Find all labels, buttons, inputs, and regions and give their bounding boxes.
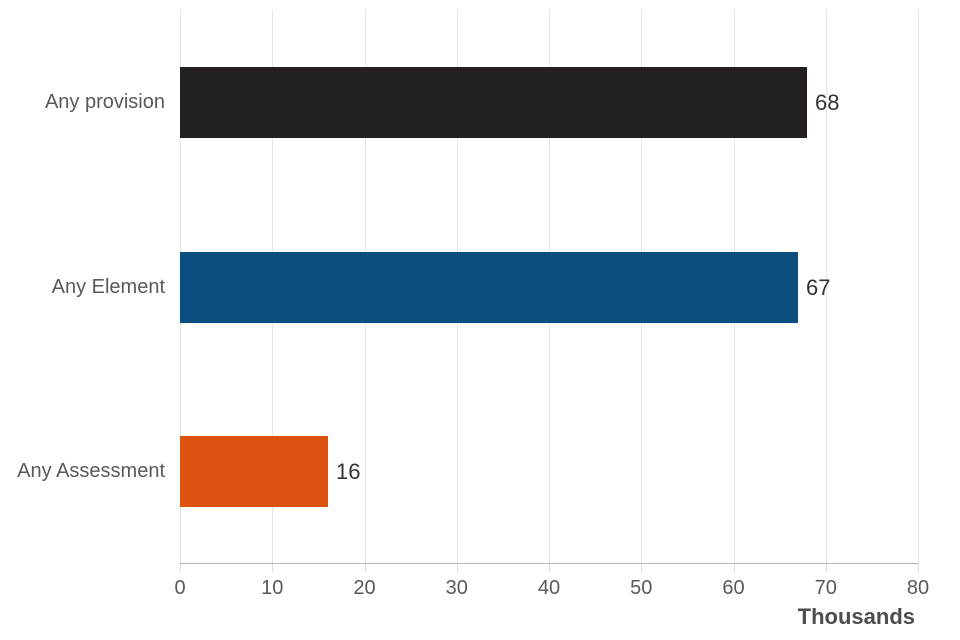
x-tick-label-60: 60 — [722, 577, 745, 599]
x-tick-label-40: 40 — [537, 577, 561, 599]
tick-mark-40 — [549, 564, 550, 572]
x-axis-title: Thousands — [797, 604, 915, 629]
value-label-any-element: 67 — [806, 275, 831, 300]
x-tick-label-70: 70 — [814, 577, 837, 599]
tick-mark-30 — [456, 564, 458, 572]
gridline-70 — [825, 10, 827, 564]
tick-mark-70 — [825, 564, 827, 572]
value-label-any-provision: 68 — [815, 90, 840, 115]
category-label-any-element: Any Element — [51, 276, 165, 298]
category-label-any-provision: Any provision — [44, 91, 165, 113]
x-tick-label-10: 10 — [261, 577, 284, 599]
x-tick-label-80: 80 — [906, 577, 930, 599]
x-tick-label-20: 20 — [353, 577, 376, 599]
value-label-any-assessment: 16 — [336, 459, 361, 484]
x-tick-label-0: 0 — [174, 577, 186, 599]
tick-mark-10 — [272, 564, 274, 572]
x-axis-line — [180, 563, 918, 564]
bar-any-provision — [180, 67, 807, 138]
x-tick-label-30: 30 — [445, 577, 468, 599]
bar-any-element — [180, 252, 798, 323]
category-label-any-assessment: Any Assessment — [17, 460, 165, 482]
tick-mark-50 — [641, 564, 643, 572]
bar-any-assessment — [180, 436, 328, 507]
tick-mark-20 — [364, 564, 366, 572]
gridline-80 — [918, 10, 919, 564]
tick-mark-60 — [733, 564, 735, 572]
x-tick-label-50: 50 — [630, 577, 653, 599]
tick-mark-80 — [918, 564, 919, 572]
tick-mark-0 — [180, 564, 181, 572]
